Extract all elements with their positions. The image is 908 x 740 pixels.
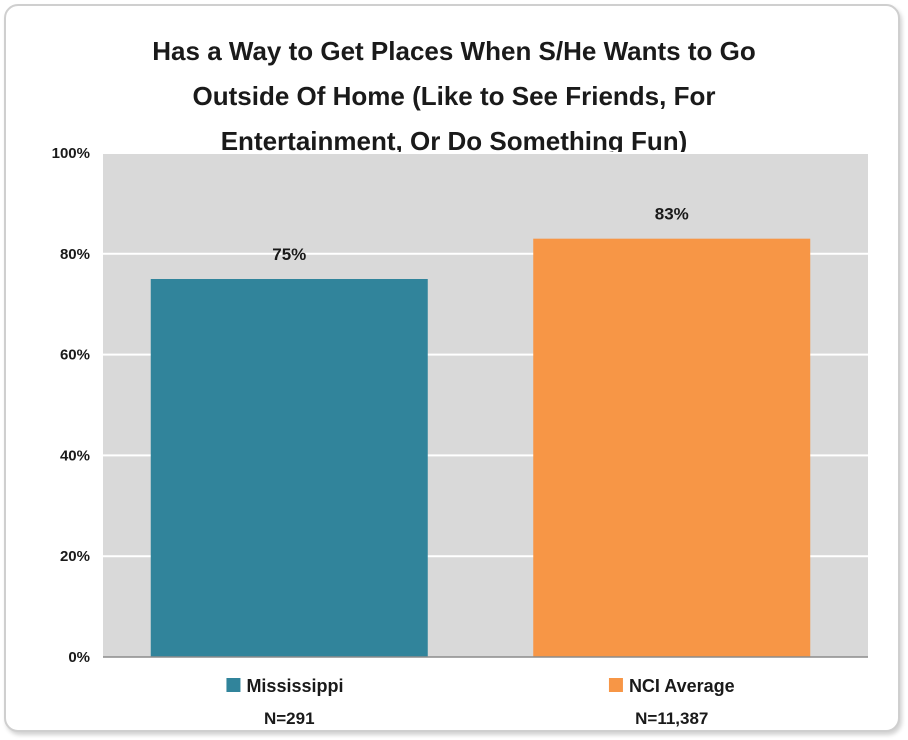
y-tick-label: 100% (52, 145, 90, 162)
y-tick-label: 80% (60, 246, 90, 263)
legend-swatch (226, 678, 241, 692)
chart-title-line: Outside Of Home (Like to See Friends, Fo… (193, 81, 716, 111)
legend-swatch (608, 678, 623, 692)
category-legend: Mississippi N=291 NCI Average N=11,387 (226, 676, 735, 728)
data-label: 83% (655, 205, 689, 224)
y-tick-label: 40% (60, 447, 90, 464)
chart-title: Has a Way to Get Places When S/He Wants … (152, 36, 755, 156)
y-axis-tick-labels: 0% 20% 40% 60% 80% 100% (52, 145, 90, 666)
y-tick-label: 60% (60, 347, 90, 364)
y-tick-label: 0% (68, 649, 90, 666)
chart-title-line: Has a Way to Get Places When S/He Wants … (152, 36, 755, 66)
category-sample-size: N=291 (264, 709, 315, 728)
chart-title-line: Entertainment, Or Do Something Fun) (221, 126, 688, 156)
bars (150, 238, 811, 657)
y-tick-label: 20% (60, 548, 90, 565)
category-sample-size: N=11,387 (635, 709, 708, 728)
bar-mississippi (150, 279, 428, 657)
category-label: Mississippi (246, 676, 343, 696)
bar-nci-average (533, 238, 811, 657)
category-label: NCI Average (629, 676, 735, 696)
data-label: 75% (272, 245, 306, 264)
data-labels: 75% 83% (272, 205, 689, 264)
